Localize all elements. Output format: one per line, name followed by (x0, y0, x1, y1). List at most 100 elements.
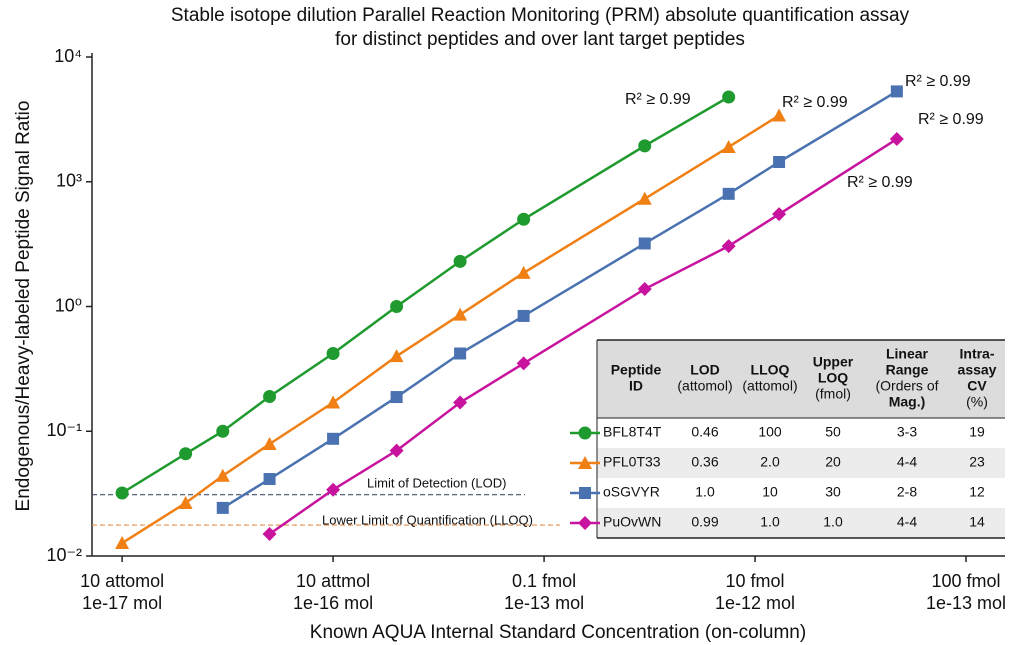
marker (722, 187, 735, 200)
x-tick-label: 0.1 fmol (512, 571, 576, 591)
table-header: (Orders of (875, 378, 938, 394)
marker (453, 395, 468, 410)
chart-title: for distinct peptides and over lant targ… (335, 29, 745, 50)
table-header: LOD (690, 362, 720, 378)
table-header: LLOQ (751, 362, 790, 378)
table-cell: 12 (969, 484, 985, 500)
table-cell: 50 (825, 424, 841, 440)
table-cell: 0.99 (691, 514, 718, 530)
marker (390, 300, 404, 313)
marker (517, 309, 530, 322)
table-header: Mag.) (889, 394, 926, 410)
marker (389, 443, 404, 458)
marker (215, 468, 230, 482)
annotation: R² ≥ 0.99 (905, 73, 971, 90)
marker (326, 395, 341, 409)
marker (721, 239, 736, 254)
x-tick-label: 1e-12 mol (715, 593, 795, 613)
table-header: Peptide (611, 362, 662, 378)
marker (516, 265, 531, 279)
marker (115, 486, 129, 500)
legend-label: BFL8T4T (603, 424, 662, 440)
marker (516, 356, 531, 371)
table-header-bg (597, 340, 1005, 418)
y-tick-label: 10⁻² (46, 545, 82, 565)
table-cell: 0.36 (691, 454, 718, 470)
table-cell: 2-8 (897, 484, 917, 500)
marker (517, 212, 531, 226)
series-line (222, 90, 898, 509)
marker (637, 191, 652, 205)
table-header: LOQ (818, 370, 848, 386)
table-header: CV (967, 378, 987, 394)
table-cell: 1.0 (760, 514, 780, 530)
marker (772, 207, 787, 222)
marker (579, 487, 591, 499)
reference-label: Lower Limit of Quantification (LLOQ) (322, 512, 533, 527)
table-cell: 4-4 (897, 514, 917, 530)
marker (262, 437, 277, 451)
table-cell: 0.46 (691, 424, 718, 440)
chart-title: Stable isotope dilution Parallel Reactio… (171, 5, 910, 26)
table-cell: 19 (969, 424, 985, 440)
x-tick-label: 10 attmol (296, 571, 370, 591)
table-cell: 4-4 (897, 454, 917, 470)
table-header: (attomol) (677, 378, 732, 394)
table-header: (fmol) (815, 386, 851, 402)
legend-label: PuOvWN (603, 514, 661, 530)
x-tick-label: 1e-16 mol (293, 593, 373, 613)
table-row-bg (597, 508, 1005, 538)
table-cell: 23 (969, 454, 985, 470)
marker (637, 282, 652, 297)
marker (389, 349, 404, 363)
table-row-bg (597, 418, 1005, 448)
marker (578, 426, 592, 440)
marker (262, 527, 277, 542)
table-cell: 20 (825, 454, 841, 470)
table-header: (%) (966, 394, 988, 410)
marker (721, 139, 736, 153)
annotation: R² ≥ 0.99 (782, 94, 848, 111)
marker (638, 237, 651, 250)
marker (578, 516, 592, 530)
annotation: R² ≥ 0.99 (625, 91, 691, 108)
table-cell: 1.0 (823, 514, 843, 530)
marker (722, 90, 736, 104)
table-header: ID (629, 378, 643, 394)
x-tick-label: 1e-13 mol (504, 593, 584, 613)
marker (890, 85, 903, 98)
table-header: assay (958, 362, 997, 378)
table-header: (attomol) (742, 378, 797, 394)
table-row-bg (597, 478, 1005, 508)
marker (115, 536, 130, 550)
marker (216, 501, 229, 514)
annotation: R² ≥ 0.99 (847, 174, 913, 191)
table-cell: 30 (825, 484, 841, 500)
y-tick-label: 10³ (56, 171, 82, 191)
marker (453, 307, 468, 321)
legend-label: oSGVYR (603, 484, 660, 500)
table-header: Linear (886, 346, 929, 362)
table-header: Upper (813, 354, 854, 370)
marker (263, 473, 276, 486)
table-cell: 14 (969, 514, 985, 530)
x-tick-label: 1e-13 mol (926, 593, 1006, 613)
marker (327, 432, 340, 445)
series-line (121, 95, 730, 495)
marker (772, 108, 787, 122)
y-tick-label: 10⁰ (55, 295, 82, 315)
reference-label: Limit of Detection (LOD) (367, 475, 506, 490)
table-cell: 3-3 (897, 424, 917, 440)
annotation: R² ≥ 0.99 (918, 111, 984, 128)
table-cell: 10 (762, 484, 778, 500)
table-row-bg (597, 448, 1005, 478)
marker (638, 139, 652, 153)
table-cell: 100 (758, 424, 782, 440)
marker (889, 132, 904, 147)
table-header: Range (886, 362, 929, 378)
x-tick-label: 100 fmol (932, 571, 1001, 591)
x-tick-label: 10 attomol (80, 571, 164, 591)
y-tick-label: 10⁻¹ (46, 420, 82, 440)
marker (216, 424, 230, 438)
